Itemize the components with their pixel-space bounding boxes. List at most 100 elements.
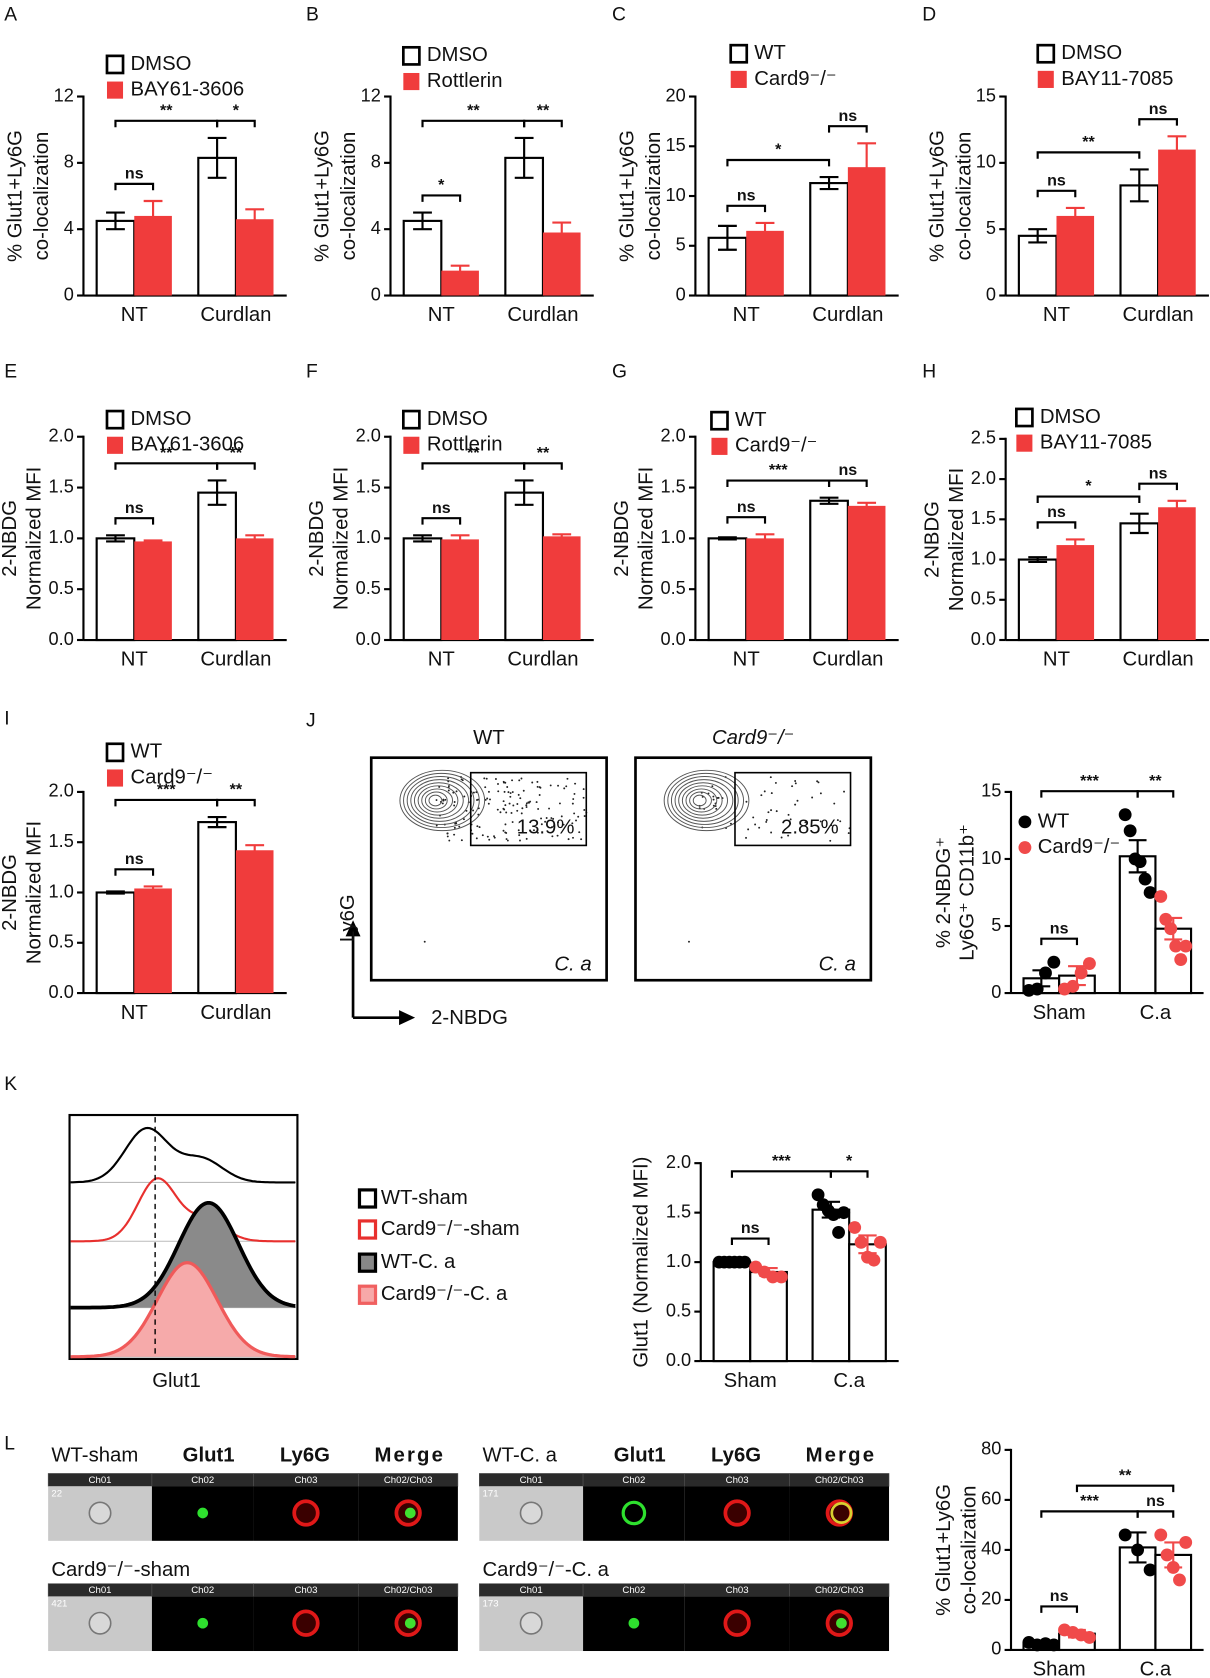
- contour: [428, 794, 443, 807]
- sample-name: Card9⁻/⁻-C. a: [483, 1559, 610, 1581]
- error-bar: [718, 536, 737, 541]
- significance-bracket: [730, 1170, 832, 1178]
- event-dot: [525, 802, 528, 805]
- event-dot: [510, 811, 513, 814]
- significance-label: ns: [737, 498, 756, 516]
- event-dot: [536, 780, 539, 783]
- event-dot: [453, 833, 456, 836]
- bar: [809, 182, 849, 297]
- channel-label: Merge: [374, 1445, 445, 1467]
- significance-label: **: [537, 444, 550, 462]
- event-dot: [472, 809, 475, 812]
- event-dot: [535, 801, 538, 804]
- significance-bracket: [216, 462, 256, 470]
- data-point: [867, 1253, 881, 1267]
- data-point: [1083, 957, 1096, 970]
- significance-bracket: [726, 516, 767, 524]
- y-tick-label: 2.0: [356, 426, 381, 446]
- y-axis-label: co-localization: [31, 132, 53, 261]
- channel-label: Glut1: [183, 1445, 235, 1467]
- error-bar: [857, 142, 877, 193]
- y-tick-label: 80: [981, 1439, 1001, 1459]
- error-bar: [1028, 556, 1048, 564]
- event-dot: [558, 802, 561, 805]
- ly6g-signal: [292, 1499, 320, 1527]
- bar: [847, 505, 886, 641]
- event-dot: [787, 834, 790, 837]
- event-dot: [497, 790, 500, 793]
- y-tick-label: 0: [991, 1639, 1001, 1659]
- bar: [1056, 215, 1095, 296]
- event-dot: [563, 787, 566, 790]
- y-tick-label: 15: [976, 85, 996, 105]
- significance-label: ns: [1050, 919, 1069, 937]
- error-bar: [143, 539, 163, 544]
- strip-label: Ch01: [89, 1475, 112, 1486]
- contour: [667, 772, 745, 829]
- significance-bracket: [523, 462, 563, 470]
- event-dot: [476, 825, 479, 828]
- event-dot: [481, 834, 484, 837]
- error-bar: [514, 136, 534, 179]
- x-tick-label: C.a: [1140, 1659, 1172, 1678]
- legend-marker: [1018, 815, 1032, 829]
- significance-label: ns: [1047, 171, 1066, 189]
- error-bar: [207, 815, 227, 829]
- significance-bracket: [421, 194, 462, 202]
- bar: [134, 888, 172, 994]
- significance-label: **: [160, 444, 173, 462]
- error-bar: [106, 211, 125, 231]
- error-bar: [106, 890, 125, 895]
- panel-letter: E: [4, 362, 17, 383]
- event-dot: [540, 823, 543, 826]
- event-dot: [488, 838, 491, 841]
- contour: [421, 788, 454, 813]
- y-tick-label: 5: [991, 915, 1001, 935]
- event-dot: [794, 782, 797, 785]
- significance-bracket: [216, 798, 256, 807]
- event-dot: [754, 823, 757, 826]
- event-dot: [711, 785, 714, 788]
- strip-label: Ch02: [622, 1585, 645, 1596]
- plot-frame: [634, 756, 873, 982]
- event-dot: [572, 798, 575, 801]
- y-tick-label: 4: [64, 218, 74, 238]
- significance-label: *: [438, 176, 445, 194]
- significance-label: ns: [838, 107, 857, 125]
- event-dot: [774, 781, 777, 784]
- data-point: [1131, 1543, 1145, 1557]
- event-dot: [438, 785, 441, 788]
- event-dot: [517, 793, 520, 796]
- y-axis-label: Glut1 (Normalized MFI): [630, 1157, 652, 1368]
- y-tick-label: 0: [986, 284, 996, 304]
- y-tick-label: 0.0: [971, 629, 996, 649]
- event-dot: [442, 798, 445, 801]
- x-tick-label: Curdlan: [200, 304, 271, 326]
- significance-label: ns: [737, 186, 756, 204]
- bar: [712, 1261, 752, 1363]
- significance-bracket: [421, 517, 462, 525]
- x-tick-label: C.a: [833, 1370, 865, 1392]
- event-dot: [516, 809, 519, 812]
- event-dot: [512, 804, 515, 807]
- event-dot: [478, 826, 481, 829]
- bar: [504, 491, 545, 642]
- data-point: [1143, 886, 1157, 899]
- contour: [681, 785, 723, 816]
- event-dot: [836, 819, 839, 822]
- significance-bracket: [114, 868, 155, 876]
- y-axis-label: co-localization: [959, 1486, 981, 1615]
- x-tick-label: NT: [121, 1002, 148, 1024]
- y-tick-label: 2.0: [666, 1152, 691, 1172]
- event-dot: [447, 777, 450, 780]
- y-tick-label: 8: [371, 152, 381, 172]
- legend-swatch: [1036, 43, 1056, 64]
- legend-label: WT: [131, 741, 163, 763]
- error-bar: [143, 885, 163, 892]
- event-dot: [504, 831, 507, 834]
- event-dot: [494, 778, 497, 780]
- event-dot: [423, 940, 426, 943]
- legend-swatch: [1016, 434, 1033, 452]
- y-axis-label: co-localization: [338, 132, 360, 261]
- legend-label: WT: [735, 409, 767, 431]
